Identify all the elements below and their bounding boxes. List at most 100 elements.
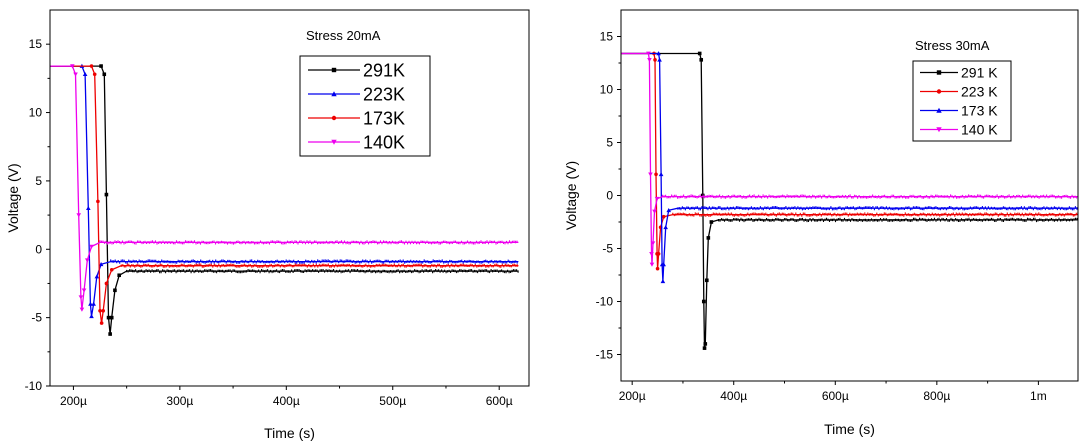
- legend-label: 223K: [363, 84, 405, 104]
- x-axis-label: Time (s): [264, 425, 315, 441]
- series-marker: [98, 262, 104, 267]
- chart-panel-2: 200µ 400µ 600µ 800µ 1m -15 -10 -5 0 5 10 15 Time (s)…: [563, 9, 1079, 437]
- y-tick-label: 0: [35, 242, 42, 256]
- series-marker: [653, 58, 657, 62]
- series-noise-291k: [717, 217, 1078, 223]
- y-tick-label: -5: [602, 242, 613, 256]
- series-noise-140k: [99, 240, 518, 245]
- legend: 291 K 223 K 173 K 140 K: [912, 60, 1012, 142]
- legend-label: 140 K: [961, 122, 998, 138]
- y-tick-label: -5: [31, 311, 42, 325]
- series-marker: [101, 309, 106, 313]
- series-marker: [104, 192, 109, 197]
- series-marker: [102, 72, 107, 77]
- series-marker: [89, 244, 94, 249]
- series-marker: [92, 72, 97, 77]
- legend-label: 291K: [363, 60, 405, 80]
- series-marker: [661, 214, 666, 219]
- legend-swatch-marker: [936, 70, 942, 75]
- series-marker: [666, 208, 672, 213]
- series-marker: [82, 71, 88, 77]
- series-marker: [701, 299, 706, 304]
- series-marker: [656, 252, 661, 256]
- series-marker: [109, 267, 114, 272]
- series-line-140k: [50, 65, 519, 310]
- x-tick-label: 200µ: [60, 394, 87, 408]
- x-tick-label: 800µ: [923, 389, 950, 403]
- y-axis-label: Voltage (V): [563, 161, 579, 230]
- stress-annotation: Stress 30mA: [915, 38, 990, 53]
- series-marker: [89, 313, 94, 319]
- y-tick-label: -15: [596, 348, 614, 362]
- series-marker: [81, 288, 87, 293]
- series-marker: [648, 172, 653, 177]
- series-marker: [699, 58, 704, 62]
- series-marker: [86, 205, 91, 211]
- series-noise-173k: [120, 263, 518, 268]
- legend-box: [299, 55, 431, 157]
- y-tick-label: 15: [600, 30, 614, 44]
- plot-area: [50, 63, 519, 336]
- x-tick-label: 600µ: [486, 394, 513, 408]
- series-marker: [655, 266, 660, 271]
- legend-label: 223 K: [961, 84, 998, 100]
- x-tick-label: 600µ: [822, 389, 849, 403]
- series-noise-223k: [672, 212, 1078, 217]
- legend-swatch-marker: [331, 67, 337, 73]
- series-marker: [78, 295, 84, 300]
- series-marker: [649, 252, 654, 257]
- series-marker: [702, 346, 707, 350]
- series-marker: [646, 51, 651, 56]
- chart-panel-1: 200µ 300µ 400µ 500µ 600µ -10 -5 0 5 10 15 Time (s) V…: [5, 9, 530, 441]
- series-marker: [91, 301, 96, 306]
- y-tick-label: 0: [606, 189, 613, 203]
- series-marker: [647, 58, 652, 63]
- x-tick-label: 200µ: [619, 389, 646, 403]
- y-tick-label: 5: [606, 136, 613, 150]
- series-marker: [76, 213, 82, 218]
- series-noise-291k: [126, 269, 519, 274]
- legend-label: 140K: [363, 132, 405, 152]
- series-marker: [661, 262, 666, 267]
- series-marker: [94, 274, 100, 279]
- x-tick-label: 500µ: [379, 394, 406, 408]
- series-marker: [108, 332, 112, 336]
- series-marker: [703, 342, 708, 346]
- series-marker: [660, 279, 666, 284]
- series-noise-140k: [662, 194, 1078, 199]
- y-tick-label: 5: [35, 174, 42, 188]
- series-marker: [657, 57, 662, 62]
- x-tick-label: 400µ: [720, 389, 747, 403]
- legend-label: 173K: [363, 108, 405, 128]
- series-marker: [649, 262, 655, 267]
- legend-swatch-marker: [331, 139, 337, 145]
- x-tick-label: 1m: [1030, 389, 1047, 403]
- series-marker: [99, 321, 104, 325]
- series-marker: [113, 288, 117, 293]
- legend-swatch-marker: [936, 89, 942, 94]
- series-marker: [99, 64, 103, 68]
- series-marker: [104, 281, 109, 286]
- legend-swatch-marker: [936, 107, 942, 113]
- y-tick-label: 15: [29, 37, 43, 51]
- series-marker: [117, 273, 121, 278]
- series-line-173k: [50, 65, 519, 324]
- series-marker: [650, 241, 656, 246]
- series-marker: [656, 51, 661, 56]
- series-marker: [106, 315, 111, 320]
- series-marker: [109, 315, 114, 320]
- series-noise-223k: [110, 259, 518, 264]
- series-marker: [654, 196, 660, 201]
- y-tick-label: -10: [25, 379, 43, 393]
- series-marker: [70, 64, 75, 69]
- series-marker: [84, 258, 90, 263]
- series-marker: [663, 225, 668, 230]
- plot-frame: [49, 9, 530, 387]
- series-marker: [706, 236, 711, 240]
- series-marker: [96, 199, 100, 204]
- series-marker: [705, 278, 709, 283]
- x-tick-label: 400µ: [273, 394, 300, 408]
- series-marker: [88, 301, 93, 306]
- series-line-291k: [50, 65, 519, 335]
